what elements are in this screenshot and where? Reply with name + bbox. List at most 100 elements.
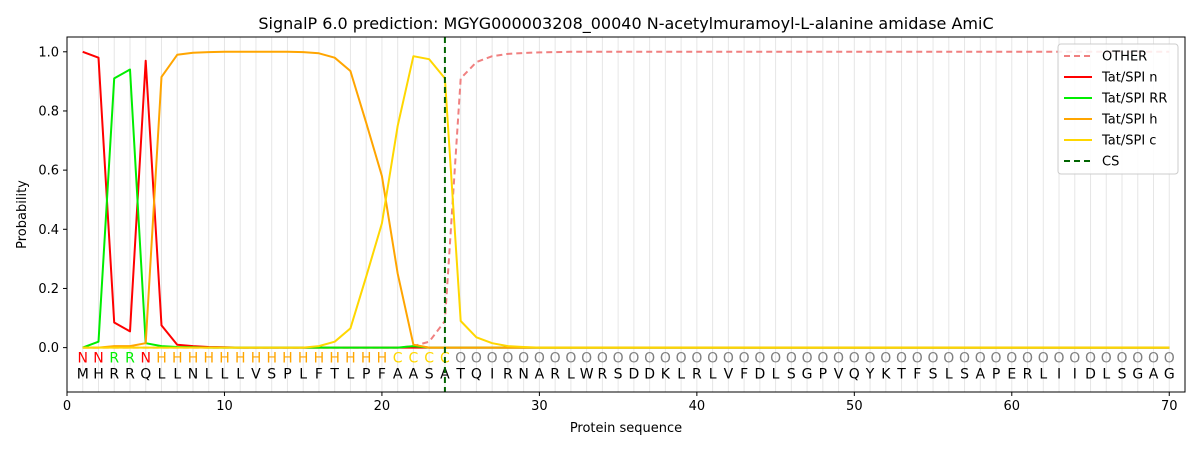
y-axis-title: Probability (15, 180, 30, 249)
region-label: O (849, 350, 860, 366)
residue-letter: Q (849, 367, 860, 383)
residue-letter: A (409, 367, 419, 383)
region-label: O (802, 350, 813, 366)
region-label: O (880, 350, 891, 366)
region-label: O (1116, 350, 1127, 366)
region-label: O (754, 350, 765, 366)
x-tick-label: 10 (216, 399, 233, 414)
region-label: O (928, 350, 939, 366)
residue-letter: A (1149, 367, 1159, 383)
region-label: O (660, 350, 671, 366)
legend-label: Tat/SPI n (1101, 71, 1158, 86)
residue-letter: L (945, 367, 953, 383)
region-label: O (676, 350, 687, 366)
residue-letter: V (834, 367, 844, 383)
residue-letter: Y (865, 367, 875, 383)
region-label: O (581, 350, 592, 366)
region-label: O (502, 350, 513, 366)
region-label: N (140, 350, 150, 366)
residue-letter: I (1057, 367, 1061, 383)
region-label: O (707, 350, 718, 366)
legend-label: CS (1102, 155, 1119, 170)
residue-letter: A (535, 367, 545, 383)
residue-letter: T (329, 367, 339, 383)
x-tick-label: 60 (1004, 399, 1021, 414)
residue-letter: A (440, 367, 450, 383)
region-label: O (487, 350, 498, 366)
region-label: O (534, 350, 545, 366)
x-tick-label: 30 (531, 399, 548, 414)
residue-letter: L (567, 367, 575, 383)
region-label: C (409, 350, 419, 366)
region-label: O (865, 350, 876, 366)
region-label: H (235, 350, 246, 366)
region-label: H (329, 350, 340, 366)
region-label: O (770, 350, 781, 366)
region-label: H (188, 350, 199, 366)
region-label: R (109, 350, 119, 366)
region-label: O (597, 350, 608, 366)
y-tick-label: 0.2 (38, 282, 59, 297)
series-line-tat-spi-rr (82, 68, 1170, 349)
region-label: H (203, 350, 214, 366)
residue-letter: S (614, 367, 623, 383)
residue-letter: P (362, 367, 370, 383)
residue-letter: Q (140, 367, 151, 383)
chart-title: SignalP 6.0 prediction: MGYG000003208_00… (258, 14, 993, 34)
region-label: O (991, 350, 1002, 366)
residue-letter: F (378, 367, 386, 383)
series-lines (82, 37, 1170, 392)
residue-letter: G (802, 367, 813, 383)
legend-label: OTHER (1102, 50, 1147, 65)
region-label: O (1148, 350, 1159, 366)
y-tick-label: 1.0 (38, 45, 59, 60)
residue-letter: L (709, 367, 717, 383)
region-label: O (455, 350, 466, 366)
residue-letter: R (598, 367, 608, 383)
region-label: O (943, 350, 954, 366)
y-tick-label: 0.0 (38, 341, 59, 356)
region-label: O (1101, 350, 1112, 366)
region-label: H (345, 350, 356, 366)
residue-letter: V (251, 367, 261, 383)
residue-letter: R (503, 367, 513, 383)
residue-letter: N (188, 367, 198, 383)
x-tick-label: 20 (374, 399, 391, 414)
residue-letter: R (109, 367, 119, 383)
residue-letter: K (881, 367, 891, 383)
series-line-tat-spi-n (82, 50, 1170, 349)
legend-label: Tat/SPI c (1101, 134, 1156, 149)
plot-frame (66, 36, 1186, 393)
region-label: O (739, 350, 750, 366)
residue-letter: F (740, 367, 748, 383)
region-label: O (896, 350, 907, 366)
residue-letter: K (661, 367, 671, 383)
residue-letter: L (158, 367, 166, 383)
legend-label: Tat/SPI h (1101, 113, 1158, 128)
x-axis-ticks: 0 10 20 30 40 50 60 70 (63, 392, 1178, 414)
series-line-other (82, 50, 1170, 349)
residue-letter: M (77, 367, 89, 383)
region-label: O (613, 350, 624, 366)
residue-letter: L (677, 367, 685, 383)
residue-letter: L (1039, 367, 1047, 383)
residue-letter: F (913, 367, 921, 383)
region-label: O (644, 350, 655, 366)
region-label: O (1164, 350, 1175, 366)
series-line-tat-spi-h (82, 50, 1170, 349)
y-tick-label: 0.6 (38, 164, 59, 179)
residue-letter: L (299, 367, 307, 383)
series-line-tat-spi-c (82, 55, 1170, 349)
y-axis-ticks: 0.0 0.2 0.4 0.6 0.8 1.0 (38, 45, 67, 356)
residue-letter: S (267, 367, 276, 383)
region-label: H (361, 350, 372, 366)
residue-letter: L (236, 367, 244, 383)
region-label: O (565, 350, 576, 366)
residue-letter: P (992, 367, 1000, 383)
region-label: O (975, 350, 986, 366)
residue-letter: R (692, 367, 702, 383)
region-label: R (125, 350, 135, 366)
residue-letter: D (754, 367, 765, 383)
region-label: O (1069, 350, 1080, 366)
